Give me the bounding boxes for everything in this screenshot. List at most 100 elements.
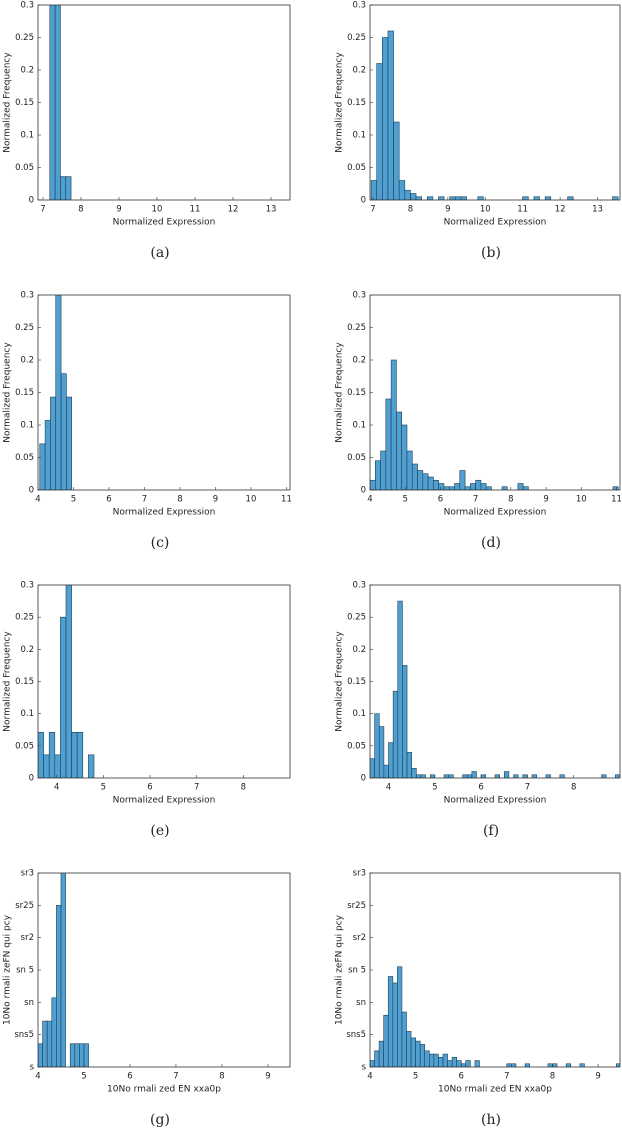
bar xyxy=(601,774,607,778)
x-tick-label: 4 xyxy=(386,783,391,793)
y-tick-label: 0.25 xyxy=(15,323,34,333)
bar xyxy=(449,196,456,200)
x-tick-label: 5 xyxy=(101,783,106,793)
y-tick-label: 0.2 xyxy=(20,66,34,76)
bar xyxy=(370,479,376,490)
bar xyxy=(406,1031,412,1067)
bar xyxy=(616,1063,620,1067)
y-tick-label: sr25 xyxy=(347,901,366,911)
x-tick-label: 7 xyxy=(504,1072,509,1082)
plot-area xyxy=(38,873,290,1067)
bar xyxy=(524,1063,530,1067)
bar xyxy=(612,196,619,200)
x-tick-label: 10 xyxy=(152,205,163,215)
bar xyxy=(406,450,413,490)
bar xyxy=(547,1063,553,1067)
x-axis-label: Normalized Expression xyxy=(444,796,547,806)
x-tick-label: 4 xyxy=(367,495,372,505)
x-tick-label: 8 xyxy=(241,783,246,793)
bar xyxy=(398,180,406,200)
y-axis-label: 10No rmali zeFN qui pcy xyxy=(3,914,13,1025)
y-tick-label: 0.1 xyxy=(352,421,366,431)
bar xyxy=(370,180,378,200)
plot-area xyxy=(370,873,620,1067)
bar xyxy=(531,774,537,778)
caption: (b) xyxy=(481,245,501,261)
bar xyxy=(545,774,551,778)
x-tick-label: 4 xyxy=(54,783,59,793)
y-tick-label: 0.05 xyxy=(15,453,34,463)
bars xyxy=(370,966,620,1067)
bar xyxy=(383,1014,389,1067)
bar xyxy=(43,754,50,778)
bar xyxy=(460,1063,467,1067)
bar xyxy=(60,176,67,200)
x-tick-label: 7 xyxy=(40,205,45,215)
caption: (a) xyxy=(150,245,169,261)
bar xyxy=(494,774,500,778)
bar xyxy=(448,486,455,490)
y-tick-label: 0.15 xyxy=(347,98,366,108)
bar xyxy=(456,1060,462,1067)
bar xyxy=(415,196,422,200)
y-tick-label: sn xyxy=(24,998,34,1008)
y-tick-label: 0 xyxy=(361,774,366,784)
bar xyxy=(415,774,422,778)
bar xyxy=(385,398,392,490)
caption: (g) xyxy=(150,1112,170,1128)
y-axis-label: Normalized Frequency xyxy=(3,631,13,732)
y-tick-label: sr3 xyxy=(21,869,34,879)
x-tick-label: 5 xyxy=(81,1072,86,1082)
panel: 4 5 6 7 8 9 10 11 0 0.05 0.1 0.15 0.2 0.25 0.3 Normaliz… xyxy=(335,291,622,552)
bar xyxy=(54,5,61,200)
panel: 7 8 9 10 11 12 13 0 0.05 0.1 0.15 0.2 0.25 0.3 Normali… xyxy=(3,1,291,261)
bar xyxy=(438,483,445,490)
x-tick-label: 8 xyxy=(219,1072,224,1082)
panel: 4 5 6 7 8 9 10 11 0 0.05 0.1 0.15 0.2 0.25 0.3 Normaliz… xyxy=(3,291,292,552)
bar xyxy=(397,600,403,778)
bar xyxy=(388,742,394,778)
bar xyxy=(44,420,51,490)
bar xyxy=(438,196,445,200)
y-tick-label: 0.05 xyxy=(347,453,366,463)
bar xyxy=(65,176,72,200)
bar xyxy=(485,486,492,490)
caption: (h) xyxy=(481,1112,501,1128)
x-axis-label: 10No rmali zed EN xxa0p xyxy=(438,1085,552,1095)
bar xyxy=(65,585,72,778)
bar xyxy=(522,196,529,200)
bar xyxy=(442,1053,448,1067)
bar xyxy=(567,196,574,200)
bar xyxy=(433,479,439,490)
caption: (e) xyxy=(150,823,169,839)
bar xyxy=(88,754,95,778)
bars xyxy=(38,873,89,1067)
y-tick-label: 0 xyxy=(29,196,34,206)
x-axis-label: Normalized Expression xyxy=(113,796,216,806)
x-tick-label: 7 xyxy=(370,205,375,215)
bar xyxy=(419,1044,426,1067)
bar xyxy=(50,396,57,490)
y-tick-label: 0.15 xyxy=(15,388,34,398)
x-tick-label: 11 xyxy=(190,205,201,215)
y-tick-label: 0.25 xyxy=(347,613,366,623)
x-tick-label: 6 xyxy=(147,783,152,793)
bar xyxy=(374,1050,380,1067)
bar xyxy=(466,774,473,778)
y-tick-label: sr2 xyxy=(353,933,366,943)
y-tick-label: 0.3 xyxy=(20,291,34,301)
bar xyxy=(612,486,619,490)
x-tick-label: 8 xyxy=(177,495,182,505)
y-tick-label: 0.3 xyxy=(20,581,34,591)
x-axis-label: Normalized Expression xyxy=(444,218,547,228)
bar xyxy=(54,754,61,778)
bar xyxy=(79,1043,85,1067)
bar xyxy=(56,905,62,1067)
y-tick-label: sr3 xyxy=(353,869,366,879)
y-tick-label: 0.2 xyxy=(352,645,366,655)
y-tick-label: 0 xyxy=(29,774,34,784)
bar xyxy=(415,1040,421,1067)
bar xyxy=(471,771,477,778)
bar xyxy=(49,5,56,200)
